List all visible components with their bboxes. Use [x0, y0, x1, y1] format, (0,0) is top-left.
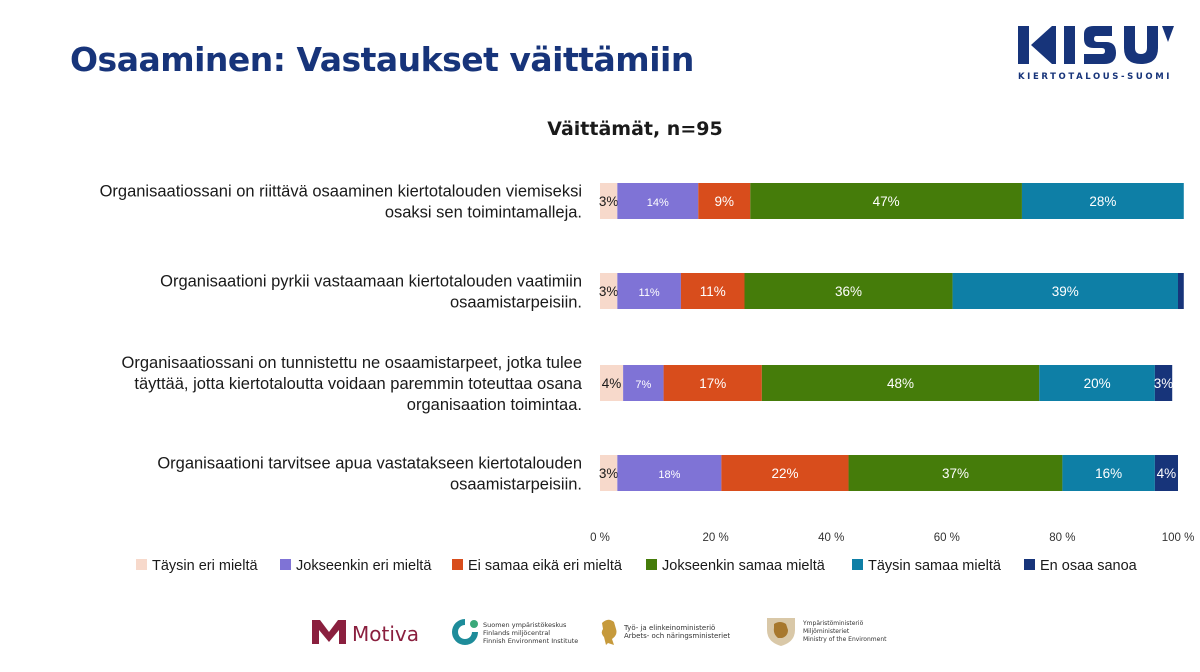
- bar-segment: [617, 183, 699, 219]
- bar-segment: [1062, 455, 1155, 491]
- bar-segment: [1178, 273, 1184, 309]
- x-tick-label: 80 %: [1049, 532, 1075, 544]
- legend-swatch: [852, 559, 863, 570]
- data-label: 4%: [1157, 466, 1177, 481]
- x-tick-label: 40 %: [818, 532, 844, 544]
- bar-segment: [600, 455, 618, 491]
- category-label: Organisaationi pyrkii vastaamaan kiertot…: [160, 273, 582, 312]
- data-label: 18%: [658, 469, 680, 481]
- chart-title: Väittämät, n=95: [547, 118, 723, 140]
- bar-segment: [1021, 183, 1184, 219]
- kisu-logo-icon: [1018, 26, 1174, 64]
- category-label: Organisaationi tarvitsee apua vastatakse…: [157, 455, 582, 494]
- tem-logo-text: Työ- ja elinkeinoministeriö Arbets- och …: [624, 624, 731, 640]
- legend-swatch: [1024, 559, 1035, 570]
- data-label: 28%: [1089, 194, 1116, 209]
- legend-label: Täysin samaa mieltä: [868, 558, 1002, 574]
- ym-logo-text: Ympäristöministeriö Miljöministeriet Min…: [803, 620, 887, 643]
- tem-lion-icon: [601, 619, 617, 645]
- data-label: 37%: [942, 466, 969, 481]
- bar-segment: [663, 365, 762, 401]
- bar-segment: [750, 183, 1022, 219]
- bar-segment: [1154, 455, 1178, 491]
- data-label: 3%: [1154, 376, 1174, 391]
- logo-text: KIERTOTALOUS-SUOMI: [1018, 72, 1173, 82]
- bar-segment: [721, 455, 849, 491]
- legend-swatch: [452, 559, 463, 570]
- bar-segment: [952, 273, 1178, 309]
- ym-crest-icon: [767, 618, 795, 646]
- bar-segment: [623, 365, 664, 401]
- slide-title: Osaaminen: Vastaukset väittämiin: [70, 40, 694, 79]
- legend-swatch: [136, 559, 147, 570]
- bar-segment: [680, 273, 745, 309]
- data-label: 39%: [1052, 284, 1079, 299]
- bar-segment: [600, 273, 618, 309]
- motiva-logo-icon: [312, 620, 346, 644]
- legend-label: Jokseenkin samaa mieltä: [662, 558, 826, 574]
- bar-segment: [600, 365, 624, 401]
- legend-label: Täysin eri mieltä: [152, 558, 258, 574]
- data-label: 17%: [699, 376, 726, 391]
- legend-label: En osaa sanoa: [1040, 558, 1138, 574]
- motiva-logo-text: Motiva: [352, 622, 419, 646]
- bar-segment: [848, 455, 1063, 491]
- x-tick-label: 0 %: [590, 532, 610, 544]
- category-label: Organisaatiossani on riittävä osaaminen …: [100, 183, 582, 222]
- syke-logo-icon: [452, 619, 478, 645]
- data-label: 4%: [602, 376, 622, 391]
- data-label: 36%: [835, 284, 862, 299]
- data-label: 3%: [599, 194, 619, 209]
- data-label: 48%: [887, 376, 914, 391]
- bar-segment: [1039, 365, 1155, 401]
- data-label: 7%: [635, 379, 651, 391]
- category-label: Organisaatiossani on tunnistettu ne osaa…: [122, 354, 583, 414]
- bar-segment: [600, 183, 618, 219]
- bar-segment: [698, 183, 751, 219]
- syke-logo-text: Suomen ympäristökeskus Finlands miljöcen…: [483, 621, 579, 645]
- stacked-bar-chart: Organisaatiossani on riittävä osaaminen …: [100, 183, 1195, 575]
- data-label: 22%: [771, 466, 798, 481]
- legend-swatch: [646, 559, 657, 570]
- data-label: 3%: [599, 284, 619, 299]
- legend-swatch: [280, 559, 291, 570]
- data-label: 11%: [639, 287, 660, 299]
- bar-segment: [1154, 365, 1173, 401]
- data-label: 9%: [715, 194, 735, 209]
- legend-label: Ei samaa eikä eri mieltä: [468, 558, 623, 574]
- data-label: 20%: [1084, 376, 1111, 391]
- data-label: 3%: [599, 466, 619, 481]
- x-tick-label: 100 %: [1162, 532, 1195, 544]
- data-label: 16%: [1095, 466, 1122, 481]
- bar-segment: [617, 273, 681, 309]
- bar-segment: [744, 273, 953, 309]
- data-label: 11%: [700, 284, 726, 299]
- bar-segment: [617, 455, 722, 491]
- x-tick-label: 20 %: [702, 532, 728, 544]
- x-tick-label: 60 %: [934, 532, 960, 544]
- bar-segment: [761, 365, 1040, 401]
- data-label: 47%: [873, 194, 900, 209]
- legend-label: Jokseenkin eri mieltä: [296, 558, 432, 574]
- data-label: 14%: [647, 197, 669, 209]
